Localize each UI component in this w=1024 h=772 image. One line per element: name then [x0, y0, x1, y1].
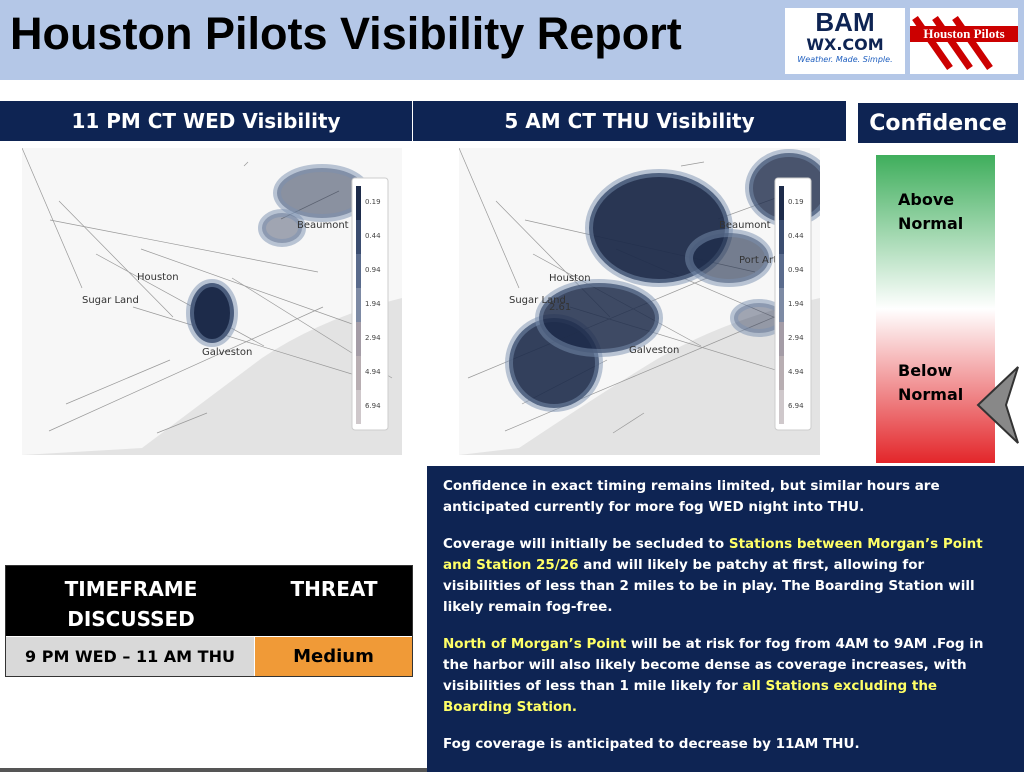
bam-tagline: Weather. Made. Simple. [797, 55, 893, 64]
road [140, 248, 356, 326]
legend-label: 2.94 [788, 334, 804, 342]
legend-label: 4.94 [788, 368, 804, 376]
panel-title: 11 PM CT WED Visibility [0, 101, 412, 141]
threat-table: TIMEFRAME DISCUSSED THREAT 9 PM WED – 11… [5, 565, 413, 677]
road [49, 219, 319, 273]
legend-swatch [356, 390, 361, 424]
legend-label: 2.94 [365, 334, 381, 342]
legend-swatch [779, 356, 784, 390]
bam-site: WX.COM [806, 35, 884, 54]
below-label: Below Normal [898, 361, 964, 404]
map-label: Galveston [629, 345, 679, 356]
text-run: Fog coverage is anticipated to decrease … [443, 736, 860, 752]
road [459, 148, 520, 289]
map-label: Galveston [202, 347, 252, 358]
above-label: Above Normal [898, 190, 964, 233]
map: Houston Sugar Land Beaumont Port Arthur Galv… [459, 148, 820, 455]
bam-logo: BAM WX.COM Weather. Made. Simple. [785, 8, 905, 74]
table-cell: Medium [255, 637, 412, 676]
road [243, 161, 249, 167]
confidence-pointer [976, 366, 1019, 444]
map-label: Beaumont [719, 220, 771, 231]
road [58, 200, 174, 318]
road [95, 253, 265, 347]
legend-label: 0.19 [365, 198, 381, 206]
bam-top: BAM [815, 7, 875, 37]
map-label: Houston [549, 273, 591, 284]
paragraph: North of Morgan’s Point will be at risk … [443, 634, 1006, 718]
road [22, 148, 83, 289]
table-header [6, 566, 412, 636]
header-cell: THREAT [290, 577, 378, 601]
legend-swatch [779, 220, 784, 254]
legend-label: 1.94 [365, 300, 381, 308]
water [459, 298, 820, 455]
footer-line [0, 768, 427, 772]
legend-swatch [356, 254, 361, 288]
legend-swatch [356, 356, 361, 390]
legend-swatch [779, 288, 784, 322]
legend-label: 0.19 [788, 198, 804, 206]
legend-label: 4.94 [365, 368, 381, 376]
paragraph: Coverage will initially be secluded to S… [443, 534, 1006, 618]
pilots-text: Houston Pilots [910, 26, 1018, 42]
page-title: Houston Pilots Visibility Report [10, 8, 682, 59]
legend-label: 6.94 [365, 402, 381, 410]
map-label: Beaumont [297, 220, 349, 231]
text-run: all Stations excluding the Boarding Stat… [443, 678, 938, 715]
fog [258, 209, 306, 247]
table-cell: 9 PM WED – 11 AM THU [6, 637, 254, 676]
text-run: Confidence in exact timing remains limit… [443, 478, 940, 515]
map-label: Houston [137, 272, 179, 283]
legend-label: 0.94 [788, 266, 804, 274]
paragraph: Confidence in exact timing remains limit… [443, 476, 1006, 518]
map-label: Port Arthur [739, 255, 795, 266]
legend-swatch [356, 288, 361, 322]
confidence-bar [876, 155, 995, 463]
legend-label: 0.94 [365, 266, 381, 274]
road [65, 359, 171, 405]
legend-swatch [779, 186, 784, 220]
notes-box: Confidence in exact timing remains limit… [427, 466, 1024, 772]
legend-swatch [356, 186, 361, 220]
fog [685, 229, 773, 287]
confidence-title: Confidence [858, 103, 1018, 143]
map-label: Sugar Land [509, 295, 566, 306]
water [22, 298, 402, 455]
text-run: Stations between Morgan’s Point and Stat… [443, 536, 983, 573]
legend-label: 1.94 [788, 300, 804, 308]
paragraph: Fog coverage is anticipated to decrease … [443, 734, 1006, 755]
pilots-logo: Houston Pilots [910, 8, 1018, 74]
legend-swatch [779, 390, 784, 424]
legend-swatch [356, 220, 361, 254]
legend-label: 0.44 [788, 232, 804, 240]
map: Houston Sugar Land Beaumont Galveston 0.19 0.… [22, 148, 402, 455]
fog [186, 279, 238, 347]
fog [535, 279, 663, 357]
legend-swatch [779, 322, 784, 356]
text-run: will be at risk for fog from 4AM to 9AM … [443, 636, 984, 694]
text-run: North of Morgan’s Point [443, 636, 627, 652]
panel-title: 5 AM CT THU Visibility [413, 101, 846, 141]
legend-label: 0.44 [365, 232, 381, 240]
road [680, 161, 705, 167]
road [156, 412, 208, 434]
map-label: 2.61 [549, 302, 571, 313]
legend-swatch [779, 254, 784, 288]
legend-label: 6.94 [788, 402, 804, 410]
road [612, 412, 645, 434]
road [132, 306, 356, 376]
header-cell: TIMEFRAME DISCUSSED [64, 577, 198, 631]
road [48, 306, 324, 432]
legend-swatch [356, 322, 361, 356]
text-run: and will likely be patchy at first, allo… [443, 557, 975, 615]
text-run: Coverage will initially be secluded to [443, 536, 729, 552]
map-label: Sugar Land [82, 295, 139, 306]
